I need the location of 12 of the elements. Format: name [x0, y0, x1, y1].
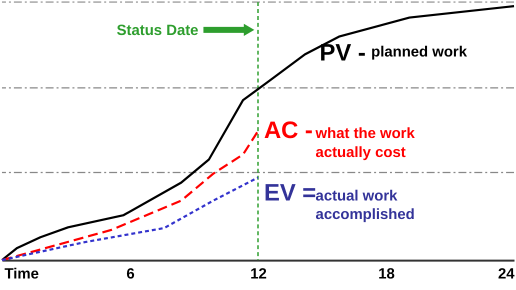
ref-line-label: Status Date — [116, 22, 198, 39]
x-axis-title: Time — [4, 266, 39, 282]
annotation: what the work actually cost — [314, 126, 416, 161]
series-label: AC - — [264, 117, 313, 144]
annotation: actual work accomplished — [316, 188, 415, 224]
annotation: planned work — [371, 44, 468, 60]
series-label: EV = — [264, 179, 316, 206]
x-tick-label: 6 — [126, 266, 135, 282]
x-tick-label: 12 — [250, 266, 267, 282]
x-tick-label: 18 — [378, 266, 395, 282]
series-label: PV - — [320, 39, 366, 66]
x-tick-label: 24 — [498, 266, 516, 282]
